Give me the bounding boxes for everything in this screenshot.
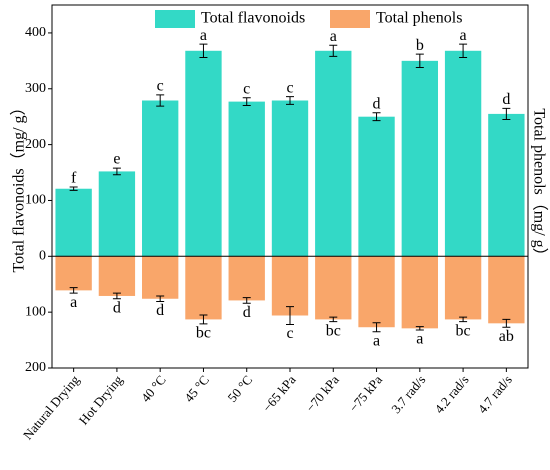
error-bar	[502, 107, 511, 120]
bar	[444, 50, 482, 257]
error-bar	[156, 94, 165, 107]
error-bar	[242, 97, 251, 107]
error-bar	[112, 292, 121, 300]
y2-axis-label: Total phenols（mg/ g）	[530, 108, 548, 263]
significance-letter: b	[416, 37, 424, 54]
x-tick-label: −75 kPa	[346, 372, 385, 415]
x-tick-label: Natural Drying	[20, 372, 83, 443]
bar	[271, 100, 309, 257]
error-bar	[199, 314, 208, 325]
significance-letter: d	[243, 304, 251, 321]
y-tick-label: 100	[25, 193, 46, 208]
bar	[315, 256, 352, 320]
significance-letter: c	[286, 79, 293, 96]
significance-letter: e	[113, 151, 120, 168]
error-bar	[329, 44, 338, 57]
bar	[142, 100, 179, 257]
bar	[185, 50, 222, 257]
bar	[488, 113, 525, 257]
bar	[444, 256, 482, 320]
error-bar	[415, 53, 424, 69]
legend-swatch	[330, 10, 370, 28]
x-tick-label: −65 kPa	[259, 372, 298, 415]
significance-letter: d	[373, 95, 381, 112]
x-tick-label: −70 kPa	[303, 372, 342, 415]
bar	[185, 256, 222, 320]
bar	[98, 256, 136, 296]
bar	[228, 101, 265, 257]
bar	[228, 256, 265, 301]
error-bar	[415, 326, 424, 331]
x-tick-label: 50 °C	[224, 372, 255, 405]
significance-letter: bc	[196, 325, 211, 342]
error-bar	[156, 295, 165, 303]
significance-letter: a	[330, 28, 337, 45]
significance-letter: c	[243, 80, 250, 97]
bar	[142, 256, 179, 299]
x-tick-label: Hot Drying	[76, 372, 126, 428]
significance-letter: c	[157, 78, 164, 95]
bar	[271, 256, 309, 316]
bar	[358, 116, 395, 257]
y-axis-label: Total flavonoids（mg/ g）	[10, 99, 28, 272]
bar	[488, 256, 525, 324]
significance-letter: a	[416, 331, 423, 348]
significance-letter: d	[156, 302, 164, 319]
x-tick-label: 45 °C	[181, 372, 212, 405]
y-tick-label: 100	[25, 304, 46, 319]
error-bar	[329, 316, 338, 323]
error-bar	[372, 112, 381, 122]
x-tick-label: 4.2 rad/s	[431, 372, 471, 416]
y-tick-label: 200	[25, 137, 46, 152]
x-tick-label: 4.7 rad/s	[475, 372, 515, 416]
error-bar	[69, 287, 78, 294]
bar	[315, 50, 352, 257]
significance-letter: f	[71, 170, 77, 187]
bar	[55, 188, 92, 257]
bar	[358, 256, 395, 328]
error-bar	[69, 186, 78, 191]
x-tick-label: 40 °C	[138, 372, 169, 405]
significance-letter: c	[286, 325, 293, 342]
error-bar	[286, 96, 294, 105]
y-tick-label: 0	[39, 249, 46, 264]
error-bar	[286, 306, 294, 325]
legend-swatch	[155, 10, 195, 28]
bar	[401, 256, 438, 329]
bar	[98, 171, 136, 257]
error-bar	[112, 167, 121, 176]
significance-letter: ab	[499, 328, 514, 345]
error-bar	[502, 318, 511, 328]
legend-label: Total flavonoids	[201, 10, 305, 27]
significance-letter: bc	[456, 322, 471, 339]
error-bar	[242, 297, 251, 304]
y-tick-label: 200	[25, 360, 46, 375]
significance-letter: a	[373, 332, 380, 349]
significance-letter: a	[200, 27, 207, 44]
error-bar	[372, 322, 381, 333]
significance-letter: a	[70, 294, 77, 311]
significance-letter: a	[460, 27, 467, 44]
bar	[55, 256, 92, 291]
error-bar	[199, 43, 208, 58]
y-tick-label: 300	[25, 81, 46, 96]
x-tick-label: 3.7 rad/s	[388, 372, 428, 416]
plot-frame	[51, 4, 529, 369]
error-bar	[459, 43, 468, 58]
y-tick-label: 400	[25, 25, 46, 40]
bar	[401, 60, 438, 257]
significance-letter: bc	[326, 322, 341, 339]
legend-label: Total phenols	[376, 10, 462, 27]
error-bar	[459, 316, 468, 323]
significance-letter: d	[113, 299, 121, 316]
significance-letter: d	[502, 91, 510, 108]
